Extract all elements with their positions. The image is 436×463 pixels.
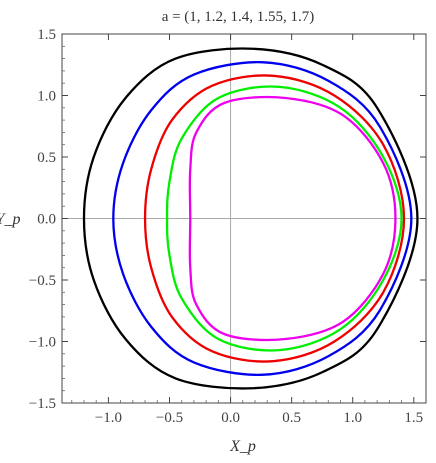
x-tick-label: 1.0 (343, 410, 362, 426)
curve-1 (82, 47, 419, 390)
curve-2 (112, 61, 413, 376)
y-tick-label: 0.0 (37, 212, 56, 228)
y-tick-label: 1.5 (37, 27, 56, 43)
x-tick-labels: −1.0 −0.5 0.0 0.5 1.0 1.5 (95, 410, 423, 426)
y-axis-label: Y_p (0, 211, 20, 228)
x-tick-label: 0.5 (282, 410, 301, 426)
x-tick-label: 0.0 (221, 410, 240, 426)
chart-title: a = (1, 1.2, 1.4, 1.55, 1.7) (162, 9, 315, 25)
y-tick-label: −1.5 (29, 396, 56, 412)
curves (82, 47, 419, 390)
y-tick-label: 0.5 (37, 150, 56, 166)
tick-marks (62, 33, 426, 404)
y-tick-label: −1.0 (29, 335, 56, 351)
y-tick-labels: −1.5 −1.0 −0.5 0.0 0.5 1.0 1.5 (29, 27, 56, 412)
y-tick-label: −0.5 (29, 273, 56, 289)
curve-3 (143, 74, 406, 363)
x-tick-label: −1.0 (95, 410, 122, 426)
x-tick-label: 1.5 (404, 410, 423, 426)
curve-5 (188, 95, 397, 342)
y-tick-label: 1.0 (37, 89, 56, 105)
curve-4 (165, 85, 403, 352)
x-axis-label: X_p (229, 438, 256, 455)
x-tick-label: −0.5 (156, 410, 183, 426)
